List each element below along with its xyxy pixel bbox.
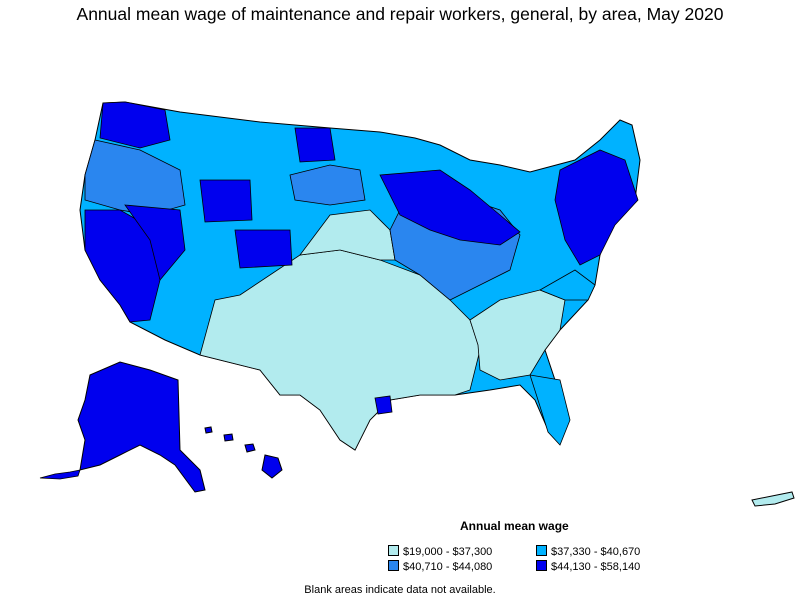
data-availability-note: Blank areas indicate data not available. (304, 584, 496, 596)
hawaii-kauai (204, 426, 213, 434)
alaska (77, 361, 206, 493)
legend-item-low: $19,000 - $37,300 (388, 545, 492, 558)
legend-title: Annual mean wage (460, 519, 569, 533)
legend-label-high: $44,130 - $58,140 (551, 561, 641, 573)
legend-label-mid-high: $40,710 - $44,080 (403, 561, 493, 573)
legend-item-mid-high: $40,710 - $44,080 (388, 560, 492, 573)
region-northern-plains-midhigh (289, 164, 366, 206)
legend-swatch-mid-low (536, 545, 547, 556)
region-washington-high (99, 101, 171, 149)
region-northeast-high (554, 149, 639, 266)
legend-label-mid-low: $37,330 - $40,670 (551, 546, 641, 558)
hawaii-big-island (261, 454, 283, 479)
legend-label-low: $19,000 - $37,300 (403, 546, 493, 558)
legend-swatch-high (536, 560, 547, 571)
region-nevada-high (124, 204, 186, 281)
puerto-rico (751, 491, 795, 507)
region-houston-high (374, 395, 393, 415)
legend-swatch-mid-high (388, 560, 399, 571)
region-wyoming-high (199, 179, 253, 223)
alaska-aleutians (39, 469, 81, 480)
region-florida (529, 374, 571, 446)
hawaii-oahu (223, 433, 234, 442)
region-minnesota-high (294, 127, 336, 163)
legend-swatch-low (388, 545, 399, 556)
legend-item-high: $44,130 - $58,140 (536, 560, 640, 573)
legend-item-mid-low: $37,330 - $40,670 (536, 545, 640, 558)
region-southeast-low (469, 289, 566, 381)
hawaii-maui (244, 443, 256, 453)
region-great-lakes-high (379, 169, 521, 246)
map-title: Annual mean wage of maintenance and repa… (76, 4, 724, 24)
region-colorado-high (234, 229, 293, 269)
region-southeast-midlow (539, 269, 596, 301)
